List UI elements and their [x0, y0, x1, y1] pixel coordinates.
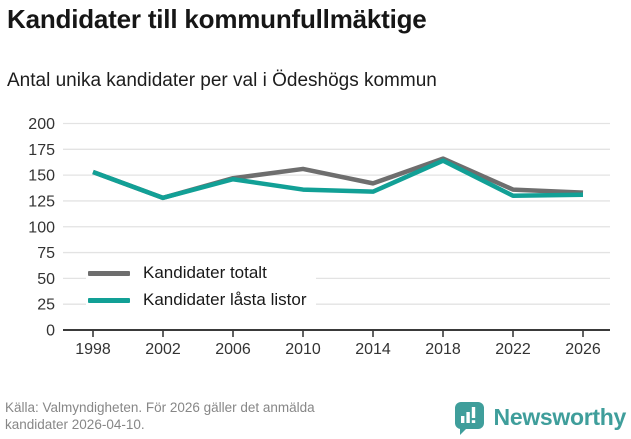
svg-text:2022: 2022 — [495, 341, 531, 358]
svg-text:0: 0 — [46, 323, 55, 340]
legend-item-totalt: Kandidater totalt — [86, 260, 317, 286]
source-note-line1: Källa: Valmyndigheten. För 2026 gäller d… — [5, 400, 315, 415]
svg-text:150: 150 — [28, 168, 55, 185]
svg-text:2006: 2006 — [215, 341, 251, 358]
svg-text:175: 175 — [28, 142, 55, 159]
svg-text:75: 75 — [37, 245, 55, 262]
svg-text:2026: 2026 — [565, 341, 601, 358]
legend-label-lasta-listor: Kandidater låsta listor — [143, 290, 307, 309]
newsworthy-logo: Newsworthy — [452, 398, 626, 436]
line-chart: 0 25 50 75 100 125 150 175 200 1998 2002 2006 2010 20… — [28, 116, 610, 358]
svg-text:200: 200 — [28, 116, 55, 133]
chart-subtitle: Antal unika kandidater per val i Ödeshög… — [7, 70, 437, 91]
legend-swatch-lasta-listor — [88, 297, 130, 303]
source-note-line2: kandidater 2026-04-10. — [5, 417, 145, 433]
svg-text:50: 50 — [37, 271, 55, 288]
svg-text:2002: 2002 — [145, 341, 181, 358]
source-note: Källa: Valmyndigheten. För 2026 gäller d… — [5, 399, 315, 434]
svg-text:2018: 2018 — [425, 341, 461, 358]
svg-text:100: 100 — [28, 219, 55, 236]
svg-text:2010: 2010 — [285, 341, 321, 358]
legend-swatch-totalt — [88, 270, 130, 276]
svg-text:1998: 1998 — [75, 341, 111, 358]
svg-text:125: 125 — [28, 193, 55, 210]
legend-item-lasta-listor: Kandidater låsta listor — [86, 287, 317, 313]
chart-title: Kandidater till kommunfullmäktige — [7, 4, 427, 34]
legend-label-totalt: Kandidater totalt — [143, 263, 267, 282]
newsworthy-logo-text: Newsworthy — [493, 403, 627, 430]
svg-text:25: 25 — [37, 297, 55, 314]
chart-legend: Kandidater totalt Kandidater låsta listo… — [86, 260, 317, 314]
bar-chart-speech-bubble-icon — [454, 402, 484, 435]
svg-text:2014: 2014 — [355, 341, 391, 358]
